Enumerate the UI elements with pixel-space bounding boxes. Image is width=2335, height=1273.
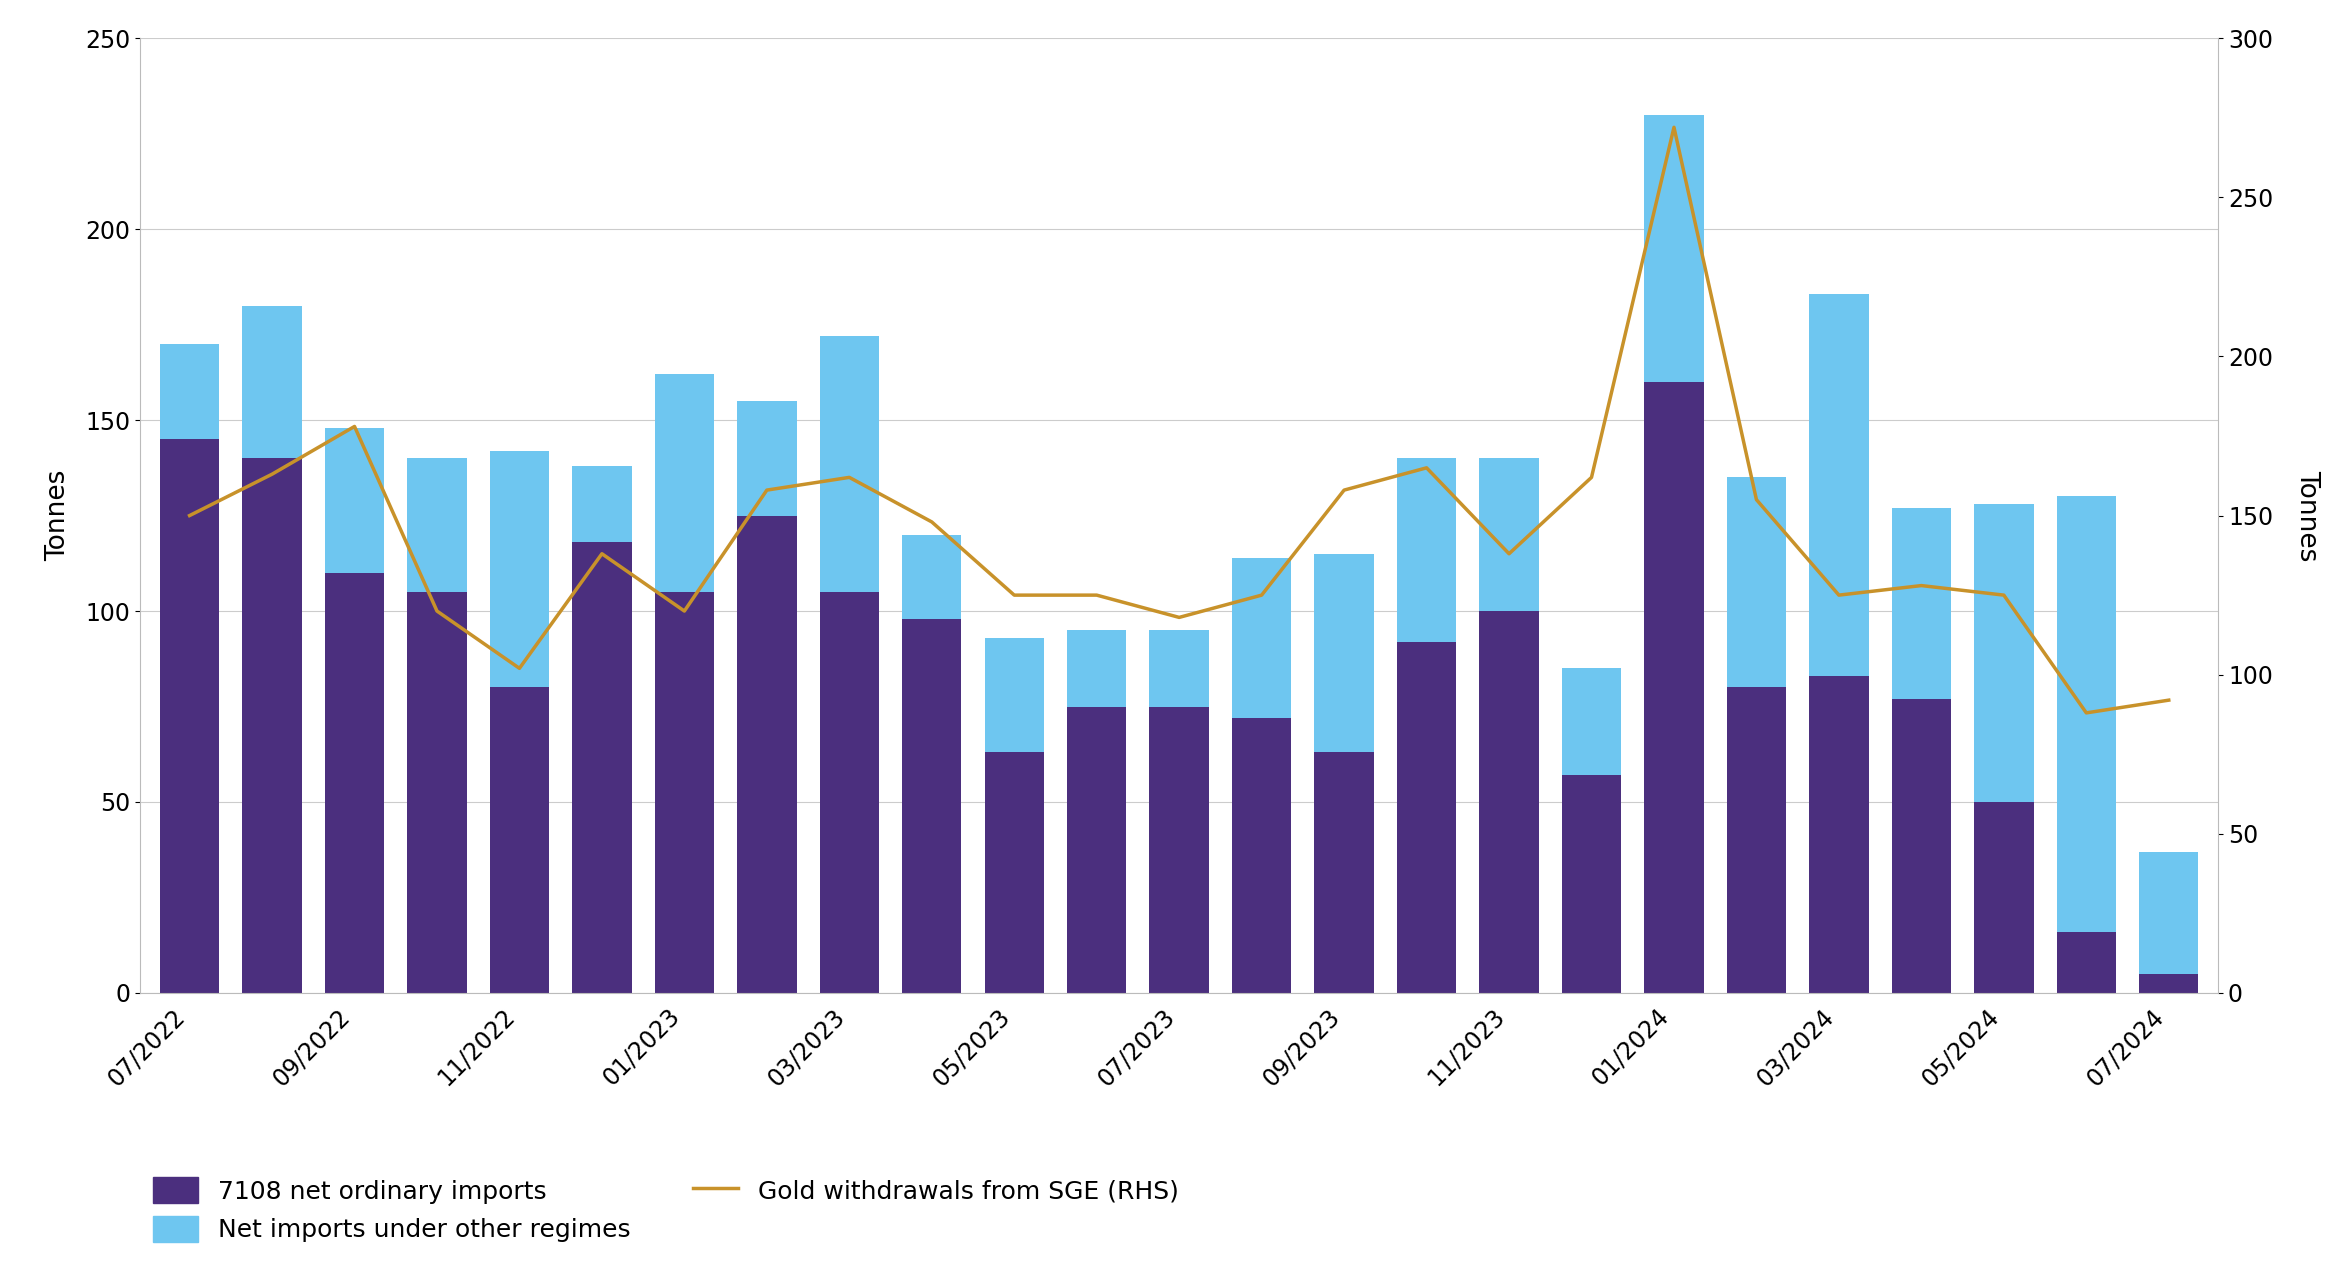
Bar bbox=[159, 439, 219, 993]
Bar bbox=[1973, 504, 2034, 802]
Bar bbox=[1396, 642, 1457, 993]
Bar bbox=[1396, 458, 1457, 642]
Bar bbox=[1480, 458, 1539, 611]
Bar bbox=[490, 451, 549, 687]
Bar bbox=[1644, 382, 1705, 993]
Y-axis label: Tonnes: Tonnes bbox=[44, 470, 72, 561]
Bar bbox=[1728, 477, 1786, 687]
Bar bbox=[1728, 687, 1786, 993]
Bar bbox=[572, 542, 630, 993]
Bar bbox=[1315, 752, 1373, 993]
Bar bbox=[1562, 668, 1620, 775]
Bar bbox=[572, 466, 630, 542]
Bar bbox=[1315, 554, 1373, 752]
Bar bbox=[820, 592, 878, 993]
Bar bbox=[1067, 707, 1125, 993]
Bar bbox=[1067, 630, 1125, 707]
Bar bbox=[1562, 775, 1620, 993]
Bar bbox=[406, 592, 467, 993]
Bar bbox=[2057, 932, 2116, 993]
Bar bbox=[1891, 699, 1952, 993]
Bar bbox=[1149, 707, 1210, 993]
Bar bbox=[243, 306, 301, 458]
Bar bbox=[406, 458, 467, 592]
Bar bbox=[985, 752, 1044, 993]
Bar bbox=[1810, 676, 1868, 993]
Bar bbox=[1644, 115, 1705, 382]
Bar bbox=[654, 592, 715, 993]
Bar bbox=[1233, 558, 1291, 718]
Bar bbox=[2139, 852, 2200, 974]
Y-axis label: Tonnes: Tonnes bbox=[2293, 470, 2321, 561]
Bar bbox=[654, 374, 715, 592]
Bar bbox=[1891, 508, 1952, 699]
Bar bbox=[2057, 496, 2116, 932]
Bar bbox=[1973, 802, 2034, 993]
Bar bbox=[1233, 718, 1291, 993]
Bar bbox=[820, 336, 878, 592]
Bar bbox=[738, 401, 796, 516]
Legend: 7108 net ordinary imports, Net imports under other regimes, Gold withdrawals fro: 7108 net ordinary imports, Net imports u… bbox=[152, 1178, 1179, 1242]
Bar bbox=[490, 687, 549, 993]
Bar bbox=[1810, 294, 1868, 676]
Bar bbox=[1149, 630, 1210, 707]
Bar bbox=[325, 573, 385, 993]
Bar bbox=[159, 344, 219, 439]
Bar bbox=[325, 428, 385, 573]
Bar bbox=[243, 458, 301, 993]
Bar bbox=[738, 516, 796, 993]
Bar bbox=[985, 638, 1044, 752]
Bar bbox=[1480, 611, 1539, 993]
Bar bbox=[2139, 974, 2200, 993]
Bar bbox=[901, 535, 962, 619]
Bar bbox=[901, 619, 962, 993]
